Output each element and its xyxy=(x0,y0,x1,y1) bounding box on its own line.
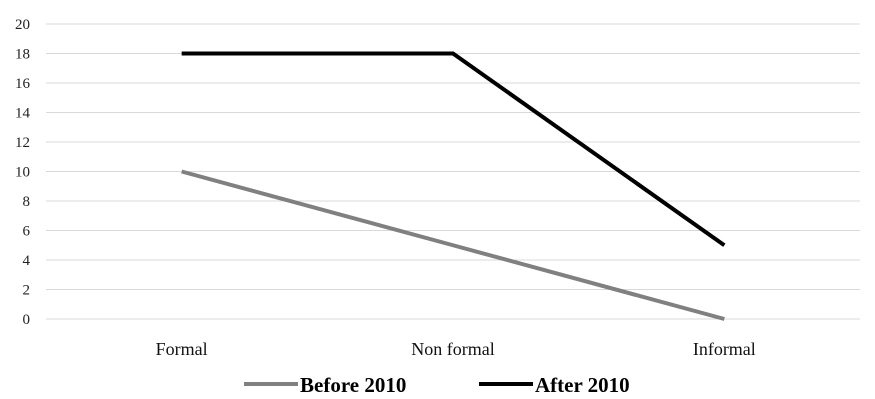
y-tick-label: 6 xyxy=(23,224,31,240)
x-category-label: Informal xyxy=(693,339,756,359)
series-line-after-2010 xyxy=(181,51,726,247)
series-lines xyxy=(181,51,726,321)
x-category-label: Non formal xyxy=(411,339,494,359)
gridlines xyxy=(46,23,860,320)
y-tick-label: 8 xyxy=(23,194,31,210)
y-axis-tick-labels: 0 2 4 6 8 10 12 14 16 18 20 xyxy=(15,17,31,328)
y-tick-label: 10 xyxy=(15,165,30,181)
y-tick-label: 18 xyxy=(15,47,30,63)
x-axis-category-labels: Formal Non formal Informal xyxy=(156,339,756,359)
y-tick-label: 14 xyxy=(15,106,31,122)
series-line-before-2010 xyxy=(181,169,725,321)
y-tick-label: 12 xyxy=(15,135,30,151)
y-tick-label: 0 xyxy=(23,312,31,328)
x-category-label: Formal xyxy=(156,339,208,359)
y-tick-label: 20 xyxy=(15,17,30,33)
y-tick-label: 4 xyxy=(23,253,31,269)
legend-label: After 2010 xyxy=(535,373,630,397)
legend: Before 2010 After 2010 xyxy=(244,373,630,397)
legend-label: Before 2010 xyxy=(300,373,406,397)
y-tick-label: 2 xyxy=(23,283,31,299)
y-tick-label: 16 xyxy=(15,76,31,92)
